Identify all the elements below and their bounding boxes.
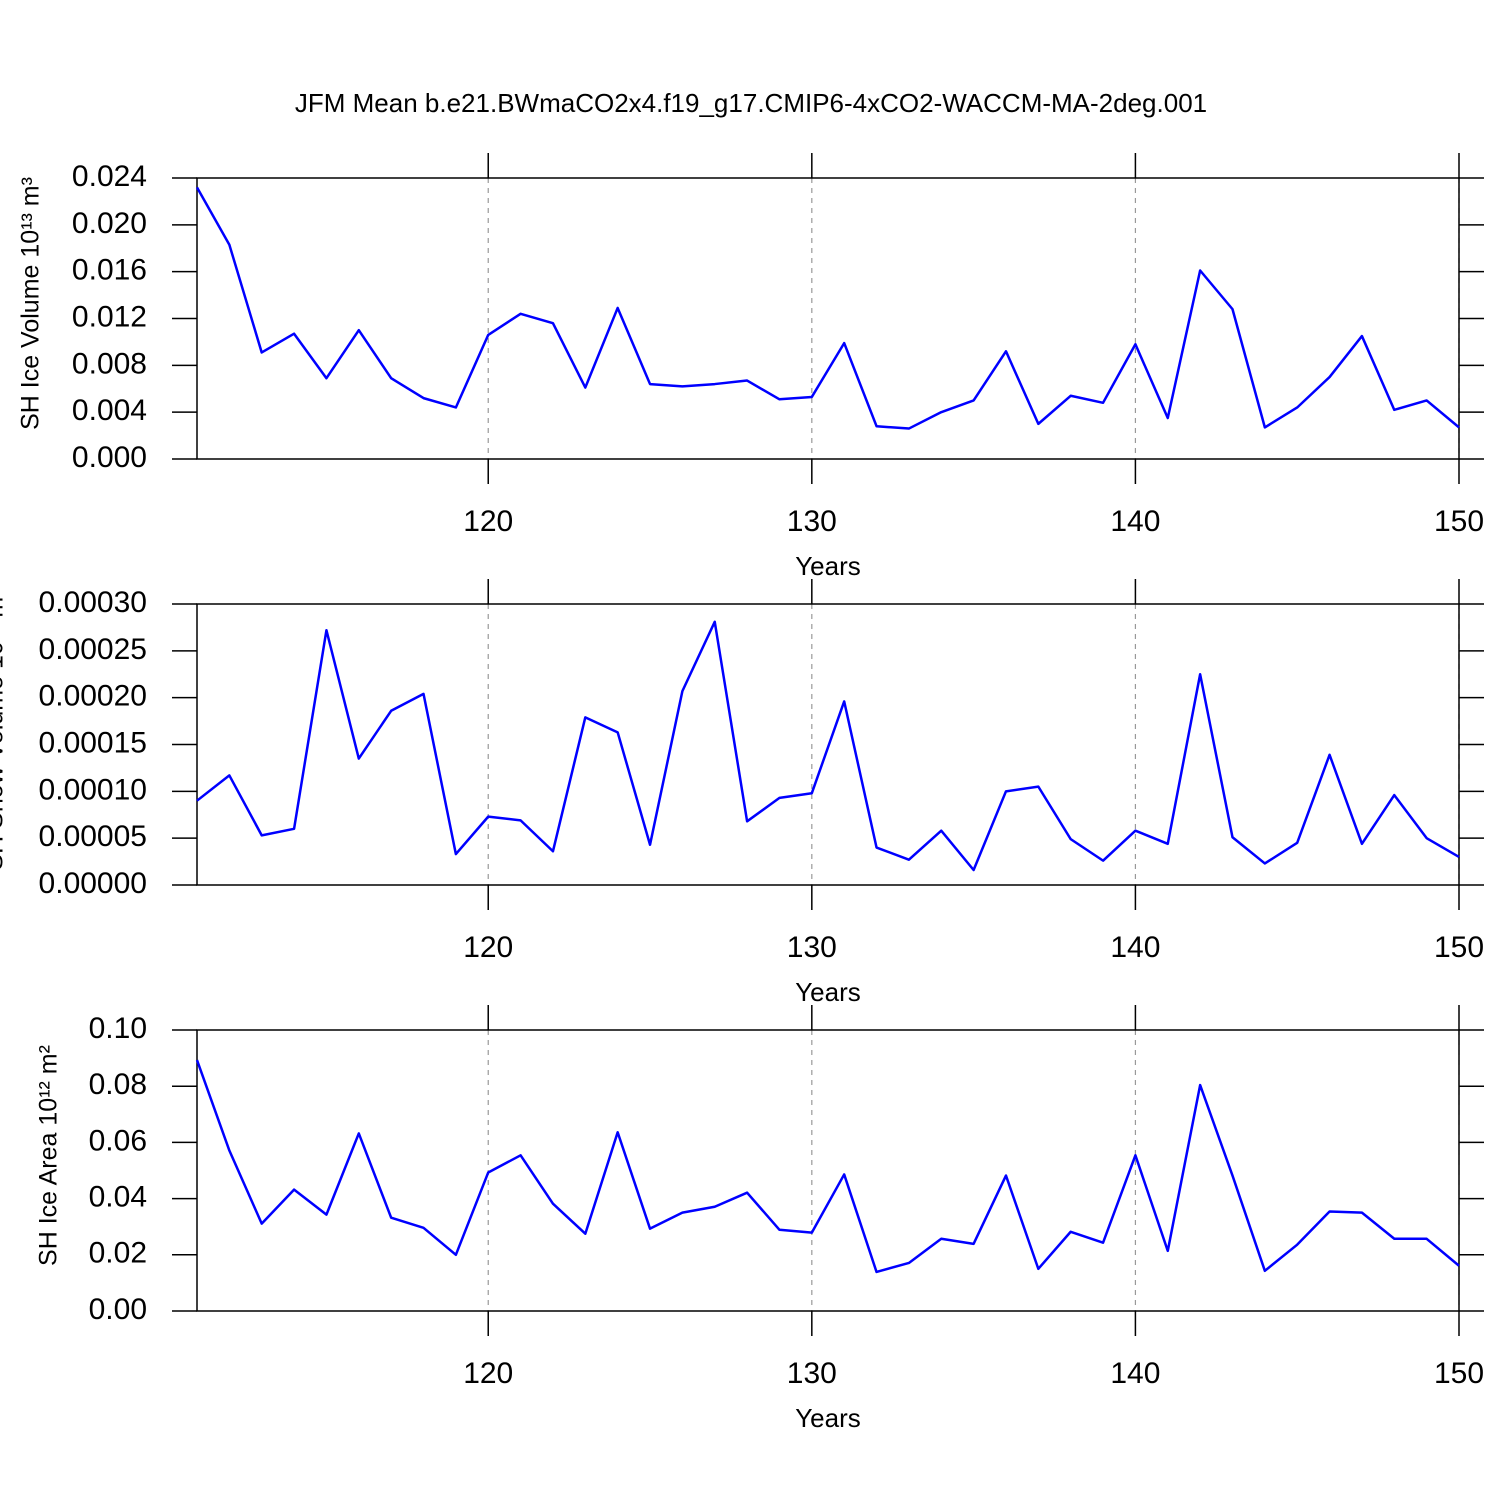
chart-title: JFM Mean b.e21.BWmaCO2x4.f19_g17.CMIP6-4… [295,88,1207,118]
y-tick-label: 0.012 [72,300,147,333]
y-tick-label: 0.004 [72,394,147,427]
y-tick-label: 0.00025 [39,633,147,666]
x-axis-label: Years [795,977,861,1007]
x-tick-label: 140 [1110,931,1160,964]
y-tick-label: 0.02 [89,1237,147,1270]
plot-frame [196,177,1460,460]
x-tick-label: 150 [1434,505,1484,538]
x-tick-label: 150 [1434,1357,1484,1390]
y-tick-label: 0.06 [89,1124,147,1157]
y-tick-label: 0.008 [72,347,147,380]
y-tick-label: 0.00020 [39,680,147,713]
data-line [195,186,1460,430]
y-tick-label: 0.016 [72,254,147,287]
x-tick-label: 130 [787,505,837,538]
data-line [195,1059,1460,1274]
y-tick-label: 0.00010 [39,773,147,806]
y-tick-label: 0.024 [72,160,147,193]
y-axis-label: SH Ice Area 10¹² m² [35,1045,63,1266]
y-tick-label: 0.000 [72,441,147,474]
x-tick-label: 150 [1434,931,1484,964]
x-tick-label: 140 [1110,505,1160,538]
x-axis-label: Years [795,551,861,581]
y-tick-label: 0.020 [72,207,147,240]
y-tick-label: 0.00030 [39,586,147,619]
x-tick-label: 130 [787,931,837,964]
x-tick-label: 130 [787,1357,837,1390]
plot-frame [196,1029,1460,1312]
x-axis-label: Years [795,1403,861,1433]
y-tick-label: 0.00005 [39,820,147,853]
x-tick-label: 120 [463,931,513,964]
x-tick-label: 120 [463,1357,513,1390]
y-tick-label: 0.00015 [39,726,147,759]
data-line [196,620,1460,872]
y-tick-label: 0.08 [89,1068,147,1101]
y-tick-label: 0.00 [89,1293,147,1326]
x-tick-label: 120 [463,505,513,538]
y-tick-label: 0.04 [89,1181,147,1214]
x-tick-label: 140 [1110,1357,1160,1390]
y-axis-label: SH Ice Volume 10¹³ m³ [17,177,45,430]
y-tick-label: 0.10 [89,1012,147,1045]
y-tick-label: 0.00000 [39,867,147,900]
y-axis-label: SH Snow Volume 10¹³ m³ [0,588,9,870]
